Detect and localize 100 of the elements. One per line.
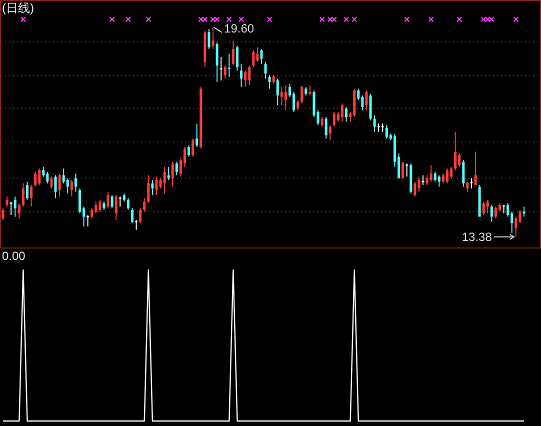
candlestick bbox=[139, 208, 142, 224]
candlestick bbox=[385, 124, 388, 140]
candlestick bbox=[135, 220, 138, 230]
candlestick bbox=[94, 201, 98, 214]
candlestick bbox=[345, 106, 348, 122]
candlestick bbox=[470, 178, 473, 189]
candlestick bbox=[167, 166, 170, 180]
candlestick bbox=[188, 144, 190, 158]
candlestick bbox=[316, 110, 320, 126]
candlestick bbox=[147, 174, 150, 204]
candlestick bbox=[454, 131, 457, 171]
candlestick bbox=[74, 173, 77, 192]
candlestick bbox=[312, 90, 316, 118]
candlestick bbox=[426, 174, 428, 186]
candlestick bbox=[155, 176, 158, 196]
candlestick bbox=[38, 168, 41, 186]
candlestick bbox=[30, 184, 33, 208]
candlestick bbox=[466, 181, 469, 192]
candlestick bbox=[175, 161, 178, 176]
candlestick bbox=[260, 48, 263, 64]
candlestick bbox=[462, 160, 465, 188]
candlestick bbox=[240, 63, 243, 88]
candlestick bbox=[458, 152, 461, 168]
annotation: 13.38 bbox=[462, 230, 492, 244]
candlestick bbox=[98, 199, 102, 212]
candlestick bbox=[54, 174, 57, 199]
candlestick bbox=[446, 168, 448, 184]
candlestick bbox=[10, 201, 12, 216]
candlestick bbox=[26, 181, 28, 200]
candlestick bbox=[490, 204, 493, 222]
candlestick bbox=[236, 45, 238, 72]
candlestick bbox=[494, 206, 497, 219]
candlestick bbox=[18, 202, 20, 219]
candlestick bbox=[220, 56, 222, 81]
candlestick bbox=[482, 201, 485, 216]
candlestick bbox=[438, 174, 440, 188]
candlestick bbox=[208, 28, 210, 50]
candlestick bbox=[361, 94, 364, 111]
candlestick bbox=[216, 42, 218, 82]
candlestick bbox=[252, 50, 255, 68]
candlestick bbox=[196, 123, 198, 148]
candlestick bbox=[42, 166, 45, 178]
candlestick bbox=[422, 174, 424, 186]
candlestick bbox=[143, 198, 146, 212]
candlestick bbox=[442, 173, 444, 184]
candlestick bbox=[22, 182, 24, 208]
candlestick bbox=[228, 53, 230, 78]
candlestick bbox=[248, 64, 251, 86]
candlestick bbox=[192, 138, 194, 158]
candlestick bbox=[450, 166, 453, 179]
candlestick bbox=[6, 196, 8, 208]
candlestick bbox=[114, 194, 118, 221]
candlestick bbox=[151, 179, 154, 196]
candlestick bbox=[126, 198, 130, 210]
candlestick bbox=[163, 166, 166, 194]
candlestick bbox=[430, 164, 432, 182]
candlestick bbox=[296, 100, 300, 111]
candlestick bbox=[365, 90, 368, 111]
candlestick bbox=[418, 176, 420, 192]
candlestick bbox=[106, 191, 110, 209]
candlestick bbox=[2, 208, 4, 221]
candlestick bbox=[78, 188, 81, 214]
candlestick bbox=[14, 196, 16, 218]
candlestick bbox=[369, 93, 372, 121]
candlestick bbox=[280, 86, 283, 106]
candlestick bbox=[58, 173, 61, 197]
candlestick bbox=[402, 161, 404, 179]
candlestick bbox=[522, 206, 526, 218]
candlestick bbox=[406, 162, 408, 178]
candlestick bbox=[328, 124, 332, 141]
chart-title: 0.00 bbox=[2, 249, 26, 263]
candlestick bbox=[256, 46, 259, 63]
candlestick bbox=[474, 151, 477, 186]
candlestick bbox=[131, 208, 134, 224]
candlestick bbox=[414, 181, 416, 197]
candlestick bbox=[110, 194, 114, 209]
candlestick bbox=[34, 171, 37, 188]
candlestick bbox=[66, 178, 69, 194]
candlestick bbox=[373, 114, 376, 132]
candlestick bbox=[518, 209, 522, 224]
candlestick bbox=[212, 26, 214, 50]
candlestick bbox=[244, 70, 247, 88]
candlestick bbox=[90, 208, 94, 219]
candlestick bbox=[276, 78, 279, 106]
candlestick bbox=[341, 103, 344, 122]
candlestick bbox=[50, 176, 53, 189]
candlestick bbox=[171, 161, 174, 188]
candlestick bbox=[320, 116, 324, 128]
chart-title: (日线) bbox=[2, 1, 34, 15]
candlestick bbox=[62, 168, 65, 184]
candlestick bbox=[284, 84, 287, 111]
candlestick bbox=[300, 84, 304, 104]
candlestick bbox=[232, 40, 234, 66]
candlestick bbox=[434, 171, 436, 182]
candlestick bbox=[268, 74, 271, 90]
candlestick bbox=[264, 62, 267, 80]
candlestick bbox=[324, 116, 328, 140]
candlestick bbox=[86, 214, 90, 227]
candlestick bbox=[118, 196, 122, 208]
candlestick bbox=[308, 84, 312, 96]
